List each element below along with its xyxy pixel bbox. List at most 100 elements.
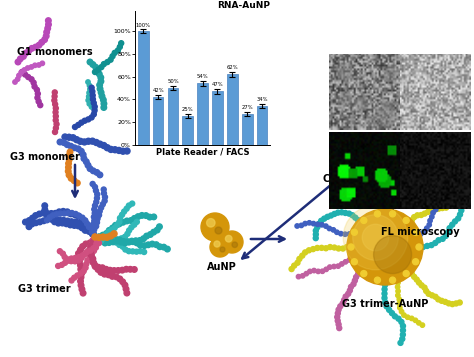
Circle shape: [118, 41, 124, 46]
Circle shape: [95, 216, 100, 221]
Circle shape: [101, 236, 106, 241]
Circle shape: [84, 261, 89, 266]
Circle shape: [101, 61, 106, 66]
Circle shape: [91, 215, 96, 220]
Circle shape: [30, 215, 35, 221]
Circle shape: [338, 304, 343, 309]
Circle shape: [395, 179, 400, 184]
Circle shape: [429, 208, 434, 213]
Circle shape: [103, 236, 108, 241]
Circle shape: [65, 257, 70, 262]
Circle shape: [122, 240, 128, 246]
Circle shape: [155, 227, 160, 233]
Circle shape: [389, 195, 394, 200]
Circle shape: [401, 323, 405, 328]
Circle shape: [73, 259, 78, 264]
Circle shape: [390, 277, 396, 283]
Circle shape: [91, 168, 96, 174]
Circle shape: [56, 209, 62, 215]
Circle shape: [384, 304, 389, 309]
Circle shape: [67, 149, 73, 155]
Circle shape: [450, 222, 455, 227]
Ellipse shape: [339, 161, 381, 177]
Circle shape: [399, 320, 404, 325]
Circle shape: [91, 97, 95, 102]
Circle shape: [87, 240, 92, 246]
Circle shape: [92, 185, 98, 190]
Circle shape: [100, 236, 104, 241]
Circle shape: [97, 209, 102, 214]
Circle shape: [295, 260, 300, 265]
Circle shape: [331, 228, 336, 232]
Circle shape: [64, 221, 69, 227]
Circle shape: [403, 271, 409, 277]
Circle shape: [87, 166, 93, 171]
Circle shape: [92, 235, 98, 240]
Text: G3 monomer: G3 monomer: [10, 152, 80, 162]
Circle shape: [123, 247, 128, 252]
Circle shape: [112, 147, 118, 153]
Circle shape: [76, 213, 82, 219]
Circle shape: [306, 248, 311, 253]
Circle shape: [90, 138, 95, 144]
Circle shape: [100, 265, 105, 271]
Circle shape: [89, 252, 94, 258]
Circle shape: [78, 271, 83, 276]
Circle shape: [354, 275, 359, 280]
Circle shape: [310, 247, 316, 252]
Circle shape: [88, 244, 94, 250]
Circle shape: [339, 210, 344, 215]
Circle shape: [62, 255, 67, 260]
Circle shape: [343, 210, 348, 215]
Circle shape: [86, 225, 91, 230]
Circle shape: [77, 220, 82, 226]
Circle shape: [361, 217, 367, 223]
Circle shape: [39, 40, 45, 45]
Circle shape: [33, 213, 38, 218]
Circle shape: [47, 215, 52, 220]
Circle shape: [76, 213, 82, 218]
Circle shape: [323, 246, 328, 251]
Circle shape: [300, 253, 305, 258]
Circle shape: [69, 211, 74, 216]
Bar: [182, 116, 193, 145]
Circle shape: [348, 244, 354, 250]
Circle shape: [436, 204, 440, 208]
Circle shape: [89, 105, 94, 109]
Circle shape: [109, 273, 115, 279]
Circle shape: [17, 73, 21, 78]
Circle shape: [96, 234, 102, 240]
Circle shape: [137, 242, 143, 248]
Circle shape: [117, 219, 122, 224]
Circle shape: [69, 256, 74, 261]
Circle shape: [447, 191, 451, 195]
Circle shape: [347, 288, 352, 293]
Circle shape: [54, 126, 58, 131]
Circle shape: [415, 213, 420, 218]
Circle shape: [316, 222, 320, 227]
Circle shape: [138, 249, 143, 254]
Circle shape: [87, 59, 93, 65]
Circle shape: [351, 229, 357, 235]
Circle shape: [91, 100, 96, 105]
Circle shape: [307, 221, 311, 225]
Circle shape: [92, 203, 98, 208]
Circle shape: [102, 240, 108, 246]
Circle shape: [220, 247, 225, 252]
Circle shape: [107, 237, 112, 242]
X-axis label: Plate Reader / FACS: Plate Reader / FACS: [156, 147, 249, 156]
Circle shape: [429, 243, 434, 248]
Circle shape: [351, 259, 357, 265]
Circle shape: [88, 255, 92, 260]
Circle shape: [122, 209, 127, 214]
Circle shape: [96, 236, 101, 241]
Circle shape: [53, 216, 58, 222]
Circle shape: [345, 245, 349, 250]
Circle shape: [156, 224, 162, 230]
Text: 47%: 47%: [212, 82, 223, 87]
Text: Cell with GFP: Cell with GFP: [323, 174, 397, 184]
Circle shape: [90, 89, 95, 94]
Circle shape: [64, 142, 70, 147]
Circle shape: [328, 245, 333, 250]
Circle shape: [337, 326, 342, 331]
